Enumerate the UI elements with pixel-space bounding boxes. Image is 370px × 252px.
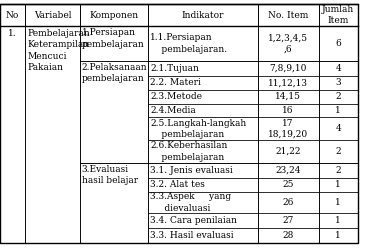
Bar: [148, 26, 258, 61]
Bar: [258, 90, 319, 104]
Text: 2.4.Media: 2.4.Media: [150, 106, 196, 115]
Text: No. Item: No. Item: [268, 11, 308, 20]
Text: Komponen: Komponen: [90, 11, 139, 20]
Bar: [80, 163, 148, 243]
Text: 3.2. Alat tes: 3.2. Alat tes: [150, 180, 205, 189]
Bar: [80, 26, 148, 76]
Text: 1.Persiapan
pembelajaran: 1.Persiapan pembelajaran: [82, 28, 145, 49]
Bar: [148, 140, 258, 163]
Text: Variabel: Variabel: [34, 11, 71, 20]
Bar: [319, 228, 358, 243]
Bar: [80, 61, 148, 163]
Bar: [319, 61, 358, 76]
Text: 2.1.Tujuan: 2.1.Tujuan: [150, 64, 199, 73]
Bar: [148, 213, 258, 228]
Bar: [148, 104, 258, 117]
Text: 3.Evaluasi
hasil belajar: 3.Evaluasi hasil belajar: [82, 165, 138, 185]
Bar: [258, 117, 319, 140]
Bar: [319, 76, 358, 90]
Bar: [319, 140, 358, 163]
Text: 4: 4: [335, 64, 341, 73]
Text: 11,12,13: 11,12,13: [268, 78, 308, 87]
Bar: [148, 90, 258, 104]
Bar: [0, 4, 25, 26]
Text: 3.1. Jenis evaluasi: 3.1. Jenis evaluasi: [150, 166, 233, 175]
Bar: [148, 192, 258, 213]
Text: Indikator: Indikator: [182, 11, 224, 20]
Bar: [148, 4, 258, 26]
Bar: [319, 117, 358, 140]
Text: 1: 1: [335, 231, 341, 240]
Bar: [319, 163, 358, 178]
Bar: [258, 178, 319, 192]
Bar: [319, 104, 358, 117]
Bar: [148, 178, 258, 192]
Bar: [258, 76, 319, 90]
Bar: [80, 4, 148, 26]
Bar: [258, 26, 319, 61]
Text: 23,24: 23,24: [275, 166, 301, 175]
Text: 3.3. Hasil evaluasi: 3.3. Hasil evaluasi: [150, 231, 234, 240]
Bar: [319, 90, 358, 104]
Bar: [319, 213, 358, 228]
Text: 2.Pelaksanaan
pembelajaran: 2.Pelaksanaan pembelajaran: [82, 63, 147, 83]
Bar: [319, 192, 358, 213]
Text: 1: 1: [335, 216, 341, 225]
Bar: [25, 4, 80, 26]
Text: 1,2,3,4,5
,6: 1,2,3,4,5 ,6: [268, 33, 308, 54]
Text: 4: 4: [335, 124, 341, 133]
Text: 28: 28: [282, 231, 294, 240]
Text: 1.1.Persiapan
    pembelajaran.: 1.1.Persiapan pembelajaran.: [150, 33, 227, 54]
Text: 3.3.Aspek     yang
     dievaluasi: 3.3.Aspek yang dievaluasi: [150, 192, 231, 213]
Text: 1: 1: [335, 180, 341, 189]
Bar: [258, 163, 319, 178]
Text: 1.: 1.: [8, 29, 17, 38]
Text: 2.6.Keberhasilan
    pembelajaran: 2.6.Keberhasilan pembelajaran: [150, 141, 228, 162]
Text: 6: 6: [335, 39, 341, 48]
Text: 1: 1: [335, 106, 341, 115]
Text: 2: 2: [335, 147, 341, 156]
Bar: [319, 26, 358, 61]
Bar: [319, 178, 358, 192]
Bar: [148, 117, 258, 140]
Text: No: No: [6, 11, 19, 20]
Text: 16: 16: [282, 106, 294, 115]
Text: Jumlah
Item: Jumlah Item: [322, 5, 354, 25]
Bar: [258, 228, 319, 243]
Text: 2: 2: [335, 92, 341, 101]
Bar: [258, 213, 319, 228]
Text: 1: 1: [335, 198, 341, 207]
Text: 2.5.Langkah-langkah
    pembelajaran: 2.5.Langkah-langkah pembelajaran: [150, 118, 246, 139]
Text: 27: 27: [282, 216, 294, 225]
Bar: [148, 228, 258, 243]
Bar: [258, 140, 319, 163]
Bar: [258, 104, 319, 117]
Text: 2.2. Materi: 2.2. Materi: [150, 78, 201, 87]
Text: 3: 3: [335, 78, 341, 87]
Bar: [258, 4, 319, 26]
Text: 26: 26: [282, 198, 294, 207]
Bar: [258, 192, 319, 213]
Text: 21,22: 21,22: [275, 147, 301, 156]
Text: Pembelajaran
Keterampilan
Mencuci
Pakaian: Pembelajaran Keterampilan Mencuci Pakaia…: [27, 29, 90, 72]
Bar: [319, 4, 358, 26]
Text: 7,8,9,10: 7,8,9,10: [269, 64, 307, 73]
Bar: [148, 61, 258, 76]
Bar: [148, 76, 258, 90]
Text: 3.4. Cara penilaian: 3.4. Cara penilaian: [150, 216, 237, 225]
Text: 17
18,19,20: 17 18,19,20: [268, 118, 308, 139]
Text: 2: 2: [335, 166, 341, 175]
Bar: [258, 61, 319, 76]
Text: 2.3.Metode: 2.3.Metode: [150, 92, 202, 101]
Bar: [0, 26, 25, 243]
Bar: [25, 26, 80, 243]
Bar: [148, 163, 258, 178]
Text: 14,15: 14,15: [275, 92, 301, 101]
Text: 25: 25: [282, 180, 294, 189]
